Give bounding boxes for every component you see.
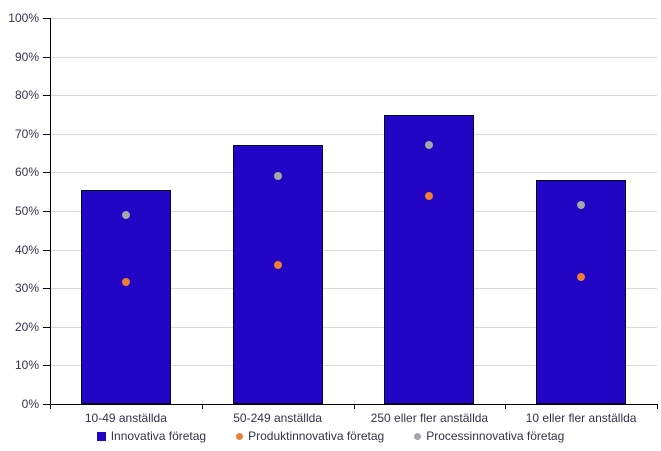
x-axis-tick xyxy=(657,405,658,409)
y-axis-tick xyxy=(43,95,50,97)
gridline xyxy=(50,249,657,251)
y-axis-tick-label: 50% xyxy=(14,204,39,218)
data-point-dot xyxy=(121,210,130,219)
data-point-dot xyxy=(121,278,130,287)
legend-item-innovativa-foretag: Innovativa företag xyxy=(96,429,207,443)
y-axis-tick-label: 60% xyxy=(14,165,39,180)
x-axis-tick xyxy=(505,405,507,409)
x-axis-line xyxy=(50,404,658,405)
y-axis-tick-label: 30% xyxy=(14,281,39,296)
y-axis-line xyxy=(50,18,51,404)
bar-innovativa-foretag xyxy=(384,114,475,404)
data-point-dot xyxy=(425,191,434,200)
x-axis-tick xyxy=(50,405,51,409)
y-axis-tick xyxy=(43,404,50,405)
gridline xyxy=(50,365,657,367)
y-axis-tick-label: 40% xyxy=(14,242,39,257)
y-axis-tick-label: 90% xyxy=(14,49,39,64)
gridline xyxy=(50,211,657,212)
gridline xyxy=(50,18,657,19)
data-point-dot xyxy=(577,272,586,281)
legend-label: Innovativa företag xyxy=(110,429,207,443)
bar-innovativa-foretag xyxy=(80,189,171,404)
y-axis-tick-label: 100% xyxy=(8,11,39,25)
legend-label: Processinnovativa företag xyxy=(426,429,565,443)
legend-item-processinnovativa-foretag: Processinnovativa företag xyxy=(414,429,564,443)
x-axis-category-label: 10 eller fler anställda xyxy=(525,411,637,425)
gridline xyxy=(50,56,657,58)
x-axis-tick xyxy=(201,405,203,409)
y-axis-tick xyxy=(43,133,50,135)
y-axis-tick-label: 80% xyxy=(14,88,39,103)
x-axis-tick xyxy=(353,405,355,409)
gridline xyxy=(50,172,657,174)
bar-innovativa-foretag xyxy=(232,145,323,404)
y-axis-tick xyxy=(43,172,50,174)
data-point-dot xyxy=(577,201,586,210)
legend-blue-square-icon xyxy=(96,431,106,441)
chart-legend: Innovativa företag Produktinnovativa för… xyxy=(0,429,661,443)
y-axis-tick-label: 70% xyxy=(14,126,39,141)
gridline xyxy=(50,95,657,97)
y-axis-tick-label: 20% xyxy=(14,319,39,334)
y-axis-tick xyxy=(43,288,50,290)
y-axis-tick xyxy=(43,326,50,328)
bar-innovativa-foretag xyxy=(536,180,627,404)
y-axis-tick xyxy=(43,56,50,58)
data-point-dot xyxy=(425,141,434,150)
data-point-dot xyxy=(273,261,282,270)
legend-item-produktinnovativa-foretag: Produktinnovativa företag xyxy=(236,429,384,443)
x-axis-category-label: 250 eller fler anställda xyxy=(370,411,489,425)
x-axis-category-label: 50-249 anställda xyxy=(233,411,322,425)
gridline xyxy=(50,133,657,135)
legend-gray-dot-icon xyxy=(414,432,422,440)
gridline xyxy=(50,288,657,290)
legend-orange-dot-icon xyxy=(236,432,244,440)
y-axis-tick xyxy=(43,211,50,212)
gridline xyxy=(50,326,657,328)
x-axis-category-label: 10-49 anställda xyxy=(84,411,167,425)
y-axis-tick-label: 10% xyxy=(14,358,39,373)
y-axis-tick xyxy=(43,365,50,367)
y-axis-tick xyxy=(43,249,50,251)
y-axis-tick-label: 0% xyxy=(21,397,39,411)
legend-label: Produktinnovativa företag xyxy=(248,429,385,443)
data-point-dot xyxy=(273,172,282,181)
y-axis-tick xyxy=(43,18,50,19)
